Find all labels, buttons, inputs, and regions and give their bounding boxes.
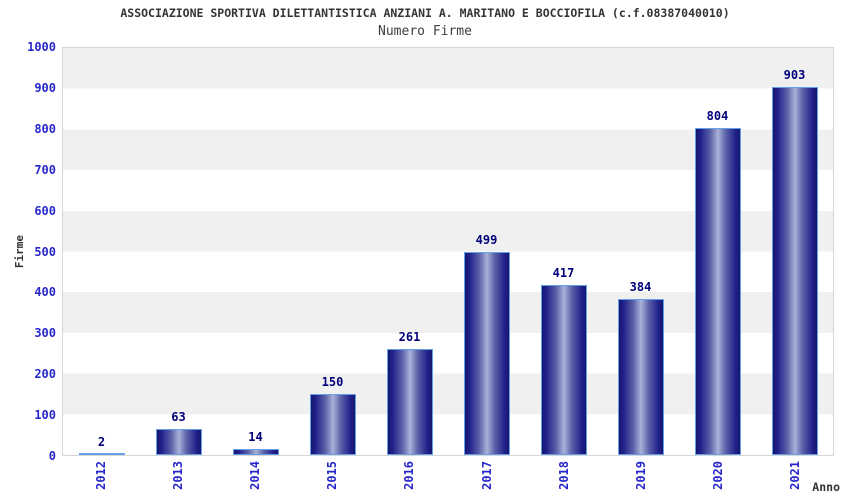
bar-2019 <box>617 298 664 455</box>
bar-slot: 804 <box>679 48 756 455</box>
bar-2017 <box>463 251 510 455</box>
bar-2012 <box>78 453 125 455</box>
x-tick-label: 2012 <box>93 461 108 490</box>
x-tick-slot: 2012 <box>62 461 139 500</box>
y-axis-ticks: 0 100 200 300 400 500 600 700 800 900 1000 <box>0 40 56 463</box>
y-tick-label: 200 <box>34 367 56 382</box>
bar-value-label: 261 <box>398 329 421 344</box>
bar-value-label: 903 <box>783 68 806 83</box>
x-tick-label: 2020 <box>711 461 726 490</box>
y-tick-label: 600 <box>34 203 56 218</box>
x-tick-label: 2016 <box>402 461 417 490</box>
bar-2018 <box>540 285 587 455</box>
y-tick-label: 700 <box>34 162 56 177</box>
x-tick-slot: 2016 <box>371 461 448 500</box>
y-tick-label: 500 <box>34 244 56 259</box>
bar-slot: 261 <box>371 48 448 455</box>
x-tick-label: 2017 <box>479 461 494 490</box>
y-tick-label: 100 <box>34 408 56 423</box>
x-tick-slot: 2014 <box>216 461 293 500</box>
bar-2015 <box>309 393 356 455</box>
x-tick-label: 2014 <box>248 461 262 490</box>
bar-value-label: 499 <box>475 232 498 247</box>
bar-slot: 384 <box>602 48 679 455</box>
plot-area: 2 63 14 150 261 499 417 384 804 903 <box>62 47 834 456</box>
y-tick-label: 900 <box>34 80 56 95</box>
x-tick-slot: 2017 <box>448 461 525 500</box>
x-tick-slot: 2019 <box>602 461 679 500</box>
bar-slot: 499 <box>448 48 525 455</box>
bar-value-label: 14 <box>248 430 263 445</box>
bar-value-label: 417 <box>552 266 575 281</box>
y-tick-label: 400 <box>34 285 56 300</box>
bar-slot: 903 <box>756 48 833 455</box>
bar-slot: 63 <box>140 48 217 455</box>
bar-value-label: 384 <box>629 279 652 294</box>
bar-slot: 150 <box>294 48 371 455</box>
x-tick-label: 2015 <box>325 461 340 490</box>
bar-value-label: 804 <box>706 108 729 123</box>
x-tick-label: 2019 <box>634 461 649 490</box>
bar-value-label: 63 <box>171 410 186 425</box>
x-tick-slot: 2013 <box>139 461 216 500</box>
x-tick-slot: 2015 <box>294 461 371 500</box>
bar-2013 <box>155 429 202 455</box>
y-tick-label: 1000 <box>27 40 56 54</box>
x-tick-label: 2013 <box>170 461 185 490</box>
bar-2016 <box>386 348 433 455</box>
x-tick-label: 2021 <box>788 461 803 490</box>
bar-2014 <box>232 449 279 455</box>
chart-subtitle: Numero Firme <box>378 24 472 39</box>
x-tick-label: 2018 <box>556 461 571 490</box>
x-axis-ticks: 2012 2013 2014 2015 2016 2017 2018 2019 2020 2021 <box>62 461 834 500</box>
bar-2021 <box>771 87 818 455</box>
y-tick-label: 0 <box>48 449 56 463</box>
bar-value-label: 2 <box>97 435 106 450</box>
y-tick-label: 800 <box>34 121 56 136</box>
bar-slot: 2 <box>63 48 140 455</box>
y-tick-label: 300 <box>34 326 56 341</box>
x-tick-slot: 2020 <box>680 461 757 500</box>
chart-title: ASSOCIAZIONE SPORTIVA DILETTANTISTICA AN… <box>120 6 730 20</box>
bar-slot: 417 <box>525 48 602 455</box>
bar-2020 <box>694 127 741 455</box>
bar-slot: 14 <box>217 48 294 455</box>
bar-value-label: 150 <box>321 374 344 389</box>
x-tick-slot: 2018 <box>525 461 602 500</box>
x-axis-title: Anno <box>812 480 840 494</box>
